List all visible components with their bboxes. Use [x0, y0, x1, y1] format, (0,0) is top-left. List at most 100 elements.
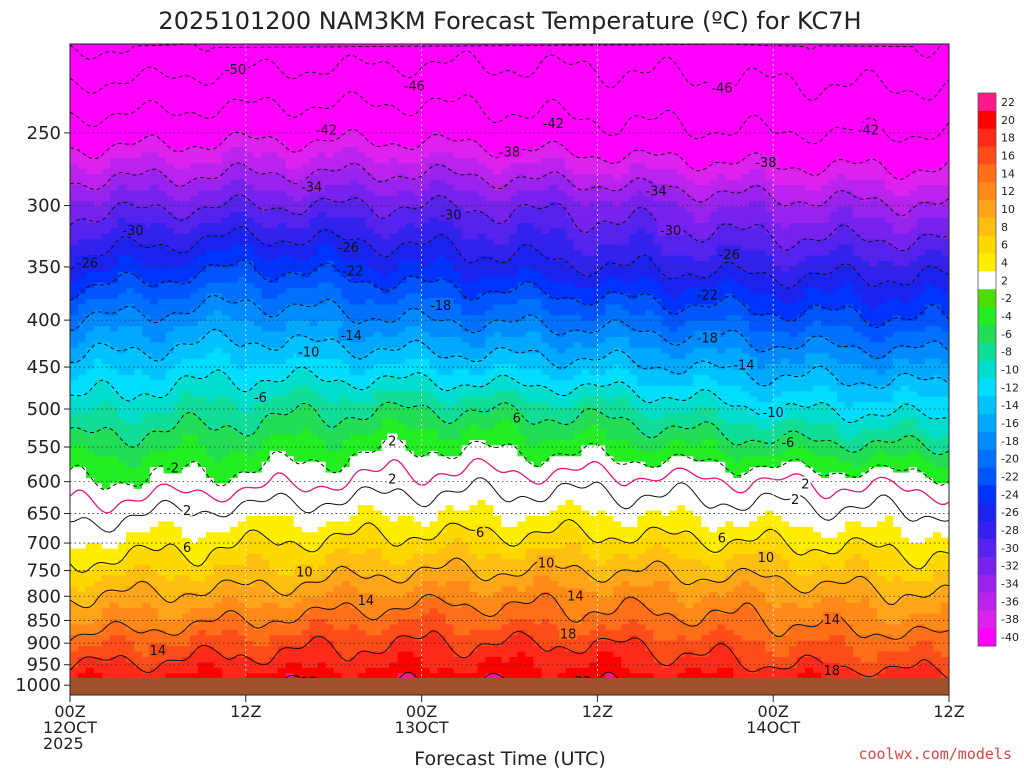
temperature-cell	[381, 347, 391, 354]
temperature-cell	[77, 136, 87, 143]
temperature-cell	[381, 537, 391, 544]
temperature-cell	[149, 358, 159, 365]
temperature-cell	[237, 624, 247, 631]
temperature-cell	[381, 342, 391, 349]
temperature-cell	[349, 532, 359, 539]
temperature-cell	[333, 288, 343, 295]
temperature-cell	[85, 559, 95, 566]
temperature-cell	[125, 559, 135, 566]
temperature-cell	[173, 304, 183, 311]
temperature-cell	[229, 179, 239, 186]
temperature-cell	[333, 201, 343, 208]
temperature-cell	[93, 467, 103, 474]
temperature-cell	[101, 591, 111, 598]
temperature-cell	[253, 402, 263, 409]
temperature-cell	[349, 81, 359, 88]
temperature-cell	[381, 597, 391, 604]
temperature-cell	[125, 212, 135, 219]
temperature-cell	[173, 98, 183, 105]
temperature-cell	[85, 445, 95, 452]
temperature-cell	[317, 255, 327, 262]
temperature-cell	[221, 255, 231, 262]
temperature-cell	[237, 353, 247, 360]
temperature-cell	[381, 239, 391, 246]
temperature-cell	[141, 228, 151, 235]
temperature-cell	[301, 201, 311, 208]
temperature-cell	[133, 271, 143, 278]
temperature-cell	[373, 662, 383, 669]
temperature-cell	[221, 412, 231, 419]
temperature-cell	[245, 347, 255, 354]
temperature-cell	[173, 336, 183, 343]
temperature-cell	[85, 440, 95, 447]
temperature-cell	[221, 499, 231, 506]
temperature-cell	[157, 597, 167, 604]
temperature-cell	[373, 553, 383, 560]
temperature-cell	[309, 206, 319, 213]
temperature-cell	[205, 271, 215, 278]
temperature-cell	[261, 244, 271, 251]
temperature-cell	[285, 233, 295, 240]
temperature-cell	[373, 619, 383, 626]
temperature-cell	[245, 467, 255, 474]
temperature-cell	[237, 646, 247, 653]
temperature-cell	[269, 418, 279, 425]
temperature-cell	[349, 635, 359, 642]
temperature-cell	[301, 374, 311, 381]
temperature-cell	[109, 602, 119, 609]
temperature-cell	[205, 494, 215, 501]
temperature-cell	[109, 250, 119, 257]
temperature-cell	[357, 380, 367, 387]
temperature-cell	[181, 673, 191, 680]
temperature-cell	[349, 315, 359, 322]
temperature-cell	[261, 347, 271, 354]
temperature-cell	[261, 233, 271, 240]
temperature-cell	[373, 250, 383, 257]
temperature-cell	[381, 309, 391, 316]
temperature-cell	[221, 223, 231, 230]
temperature-cell	[213, 71, 223, 78]
temperature-cell	[341, 602, 351, 609]
temperature-cell	[70, 358, 79, 365]
temperature-cell	[221, 553, 231, 560]
temperature-cell	[205, 44, 215, 51]
temperature-cell	[229, 602, 239, 609]
temperature-cell	[301, 168, 311, 175]
temperature-cell	[341, 667, 351, 674]
temperature-cell	[117, 673, 127, 680]
temperature-cell	[70, 570, 79, 577]
temperature-cell	[141, 239, 151, 246]
temperature-cell	[149, 271, 159, 278]
temperature-cell	[70, 109, 79, 116]
temperature-cell	[165, 336, 175, 343]
temperature-cell	[173, 369, 183, 376]
temperature-cell	[213, 521, 223, 528]
temperature-cell	[277, 298, 287, 305]
temperature-cell	[245, 488, 255, 495]
temperature-cell	[285, 575, 295, 582]
temperature-cell	[333, 298, 343, 305]
temperature-cell	[301, 667, 311, 674]
temperature-cell	[301, 505, 311, 512]
temperature-cell	[205, 92, 215, 99]
temperature-cell	[317, 396, 327, 403]
temperature-cell	[189, 353, 199, 360]
temperature-cell	[173, 624, 183, 631]
temperature-cell	[325, 488, 335, 495]
temperature-cell	[101, 92, 111, 99]
temperature-cell	[285, 60, 295, 67]
temperature-cell	[269, 510, 279, 517]
temperature-cell	[149, 174, 159, 181]
temperature-cell	[101, 336, 111, 343]
temperature-cell	[101, 597, 111, 604]
temperature-cell	[197, 423, 207, 430]
temperature-cell	[301, 445, 311, 452]
temperature-cell	[70, 597, 79, 604]
temperature-cell	[317, 103, 327, 110]
temperature-cell	[357, 179, 367, 186]
temperature-cell	[253, 136, 263, 143]
temperature-cell	[70, 293, 79, 300]
temperature-cell	[93, 488, 103, 495]
temperature-cell	[365, 429, 375, 436]
temperature-cell	[189, 152, 199, 159]
